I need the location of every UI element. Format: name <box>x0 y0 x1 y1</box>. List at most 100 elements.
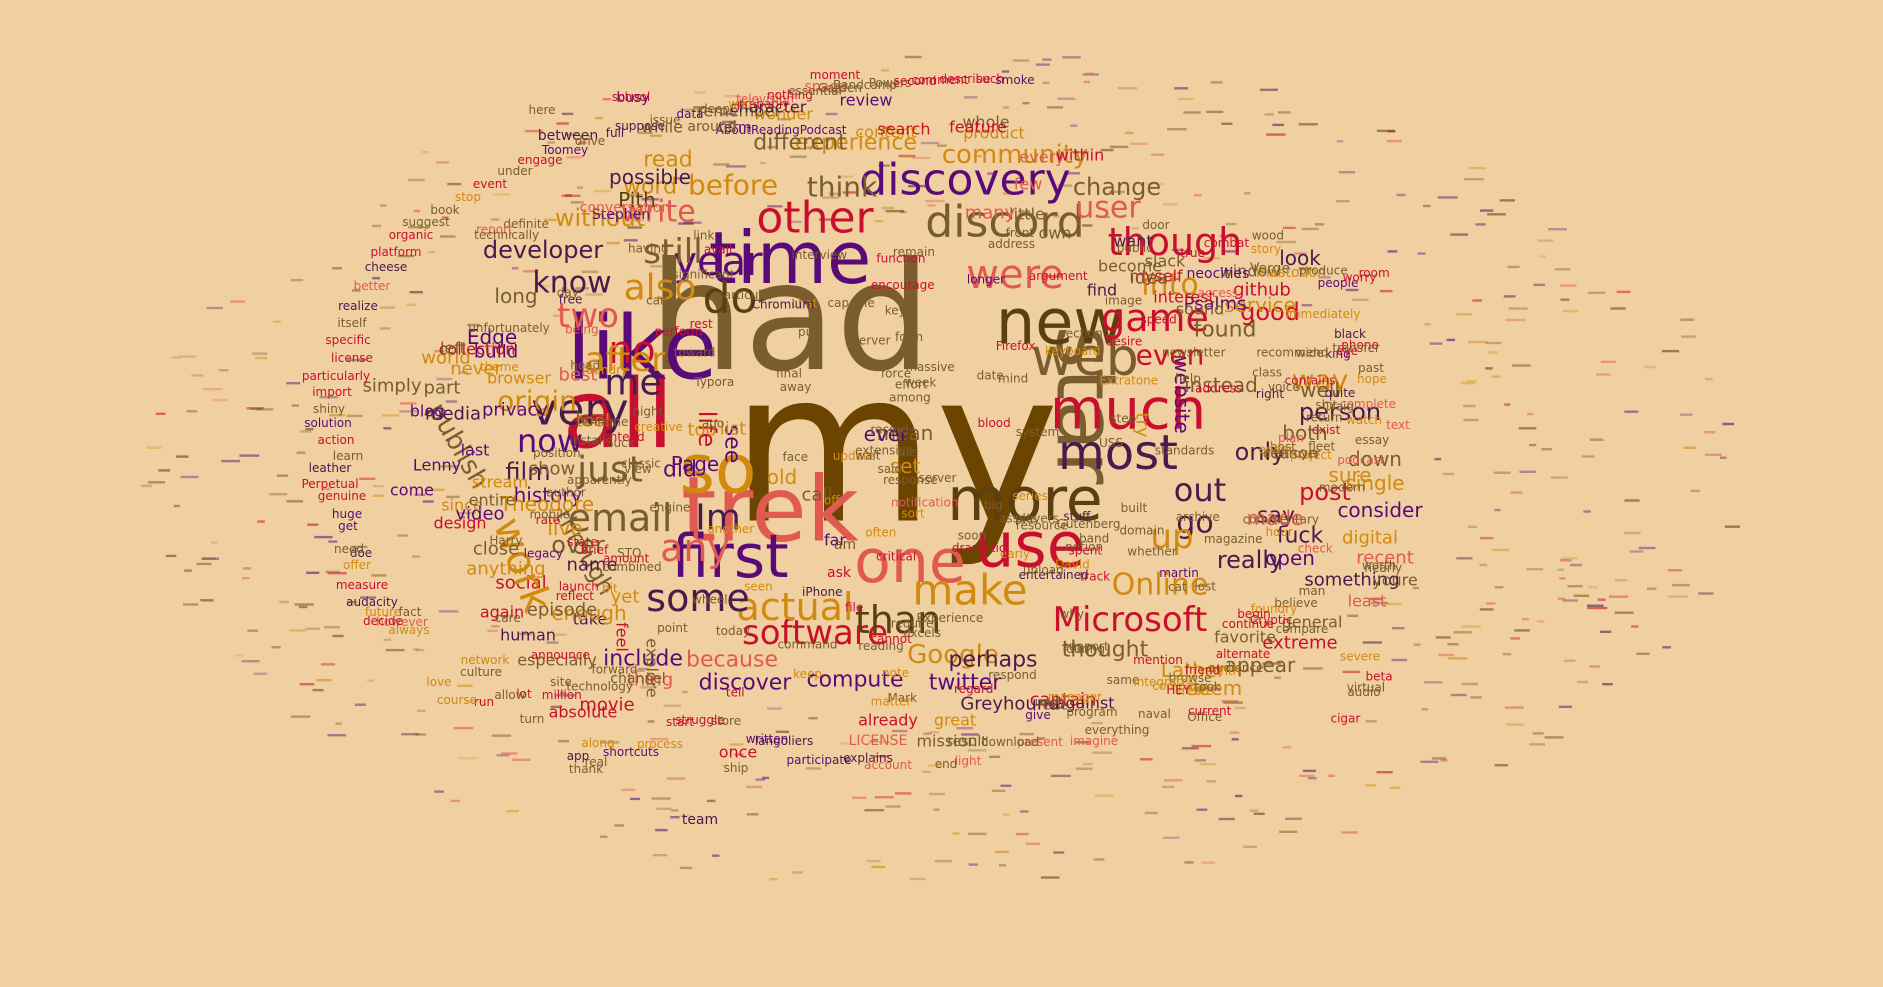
filler-mark <box>1042 81 1050 85</box>
filler-mark <box>175 455 189 458</box>
filler-mark <box>1201 861 1215 864</box>
filler-mark <box>1392 627 1405 630</box>
filler-mark <box>522 270 536 273</box>
filler-mark <box>729 743 744 746</box>
cloud-word: away <box>780 380 812 394</box>
filler-mark <box>908 184 926 188</box>
cloud-word: than <box>855 598 941 642</box>
cloud-word: effort <box>895 378 928 392</box>
filler-mark <box>885 209 904 213</box>
cloud-word: great <box>934 711 976 730</box>
cloud-word: regard <box>954 682 993 696</box>
cloud-word: full <box>606 126 625 140</box>
cloud-word: Firefox <box>996 339 1036 353</box>
filler-mark <box>840 175 854 178</box>
cloud-word: made <box>1247 506 1304 530</box>
filler-mark <box>875 796 894 799</box>
filler-mark <box>1282 226 1296 230</box>
filler-mark <box>247 629 259 632</box>
filler-mark <box>1460 381 1476 385</box>
filler-mark <box>165 554 177 558</box>
filler-mark <box>1609 595 1629 598</box>
filler-mark <box>496 754 510 757</box>
filler-mark <box>1494 508 1501 512</box>
cloud-word: text <box>1386 418 1410 432</box>
filler-mark <box>1210 81 1223 84</box>
cloud-word: keep <box>793 667 822 681</box>
filler-mark <box>241 577 250 580</box>
cloud-word: rest <box>690 317 713 331</box>
cloud-word: naval <box>1138 707 1171 721</box>
cloud-word: before <box>688 169 778 202</box>
cloud-word: million <box>542 688 582 702</box>
cloud-word: possible <box>609 165 691 189</box>
cloud-word: media <box>425 404 481 425</box>
filler-mark <box>1163 836 1180 839</box>
filler-mark <box>1053 215 1060 218</box>
filler-mark <box>1050 774 1071 778</box>
filler-mark <box>1557 568 1565 571</box>
cloud-word: discover <box>699 671 793 696</box>
cloud-word: forward <box>591 663 637 677</box>
cloud-word: notification <box>891 496 958 510</box>
cloud-word: general <box>1282 613 1343 632</box>
cloud-word: school <box>612 90 650 104</box>
cloud-word: early <box>1000 547 1030 561</box>
cloud-word: final <box>776 366 802 380</box>
filler-mark <box>1298 267 1312 270</box>
filler-mark <box>1698 592 1714 595</box>
filler-mark <box>1274 676 1281 679</box>
filler-mark <box>1002 192 1010 195</box>
cloud-word: resource <box>1016 518 1068 532</box>
cloud-word: experience <box>795 131 917 156</box>
filler-mark <box>647 720 655 723</box>
filler-mark <box>379 204 387 207</box>
filler-mark <box>995 850 1009 854</box>
cloud-word: link <box>693 229 714 243</box>
filler-mark <box>1450 693 1467 697</box>
cloud-word: having <box>628 242 669 256</box>
cloud-word: Lenny <box>413 456 461 475</box>
cloud-word: chat <box>791 296 818 310</box>
cloud-word: story <box>1251 242 1281 256</box>
filler-mark <box>1272 123 1284 127</box>
cloud-word: Office <box>1187 710 1222 724</box>
cloud-word: site <box>550 675 572 689</box>
cloud-word: support <box>1063 639 1109 653</box>
cloud-word: well <box>1300 378 1340 402</box>
cloud-word: just <box>576 450 643 491</box>
filler-mark <box>1301 227 1319 231</box>
filler-mark <box>1413 643 1421 646</box>
filler-mark <box>1671 583 1690 587</box>
filler-mark <box>276 474 289 477</box>
filler-mark <box>1589 438 1604 441</box>
cloud-word: desire <box>1106 334 1143 348</box>
filler-mark <box>1184 861 1194 864</box>
filler-mark <box>1162 203 1178 206</box>
cloud-word: write <box>620 195 695 230</box>
filler-mark <box>650 737 669 741</box>
filler-mark <box>1000 784 1012 787</box>
filler-mark <box>332 634 344 638</box>
filler-mark <box>1624 531 1641 535</box>
cloud-word: speed <box>1140 313 1176 327</box>
filler-mark <box>413 209 421 213</box>
cloud-word: off <box>824 494 840 508</box>
filler-mark <box>1075 741 1090 744</box>
filler-mark <box>1422 204 1431 208</box>
filler-mark <box>1472 299 1483 302</box>
cloud-word: soon <box>958 528 987 542</box>
cloud-word: dramatic <box>952 541 1006 555</box>
filler-mark <box>952 832 960 835</box>
cloud-word: took <box>1194 680 1220 694</box>
cloud-word: command <box>778 638 838 652</box>
filler-mark <box>322 487 331 491</box>
filler-mark <box>401 733 419 736</box>
filler-mark <box>805 767 821 770</box>
filler-mark <box>487 629 498 633</box>
filler-mark <box>1223 701 1243 704</box>
filler-mark <box>1581 455 1595 458</box>
cloud-word: were <box>966 252 1064 298</box>
cloud-word: give <box>1025 708 1050 722</box>
cloud-word: developer <box>483 236 603 264</box>
